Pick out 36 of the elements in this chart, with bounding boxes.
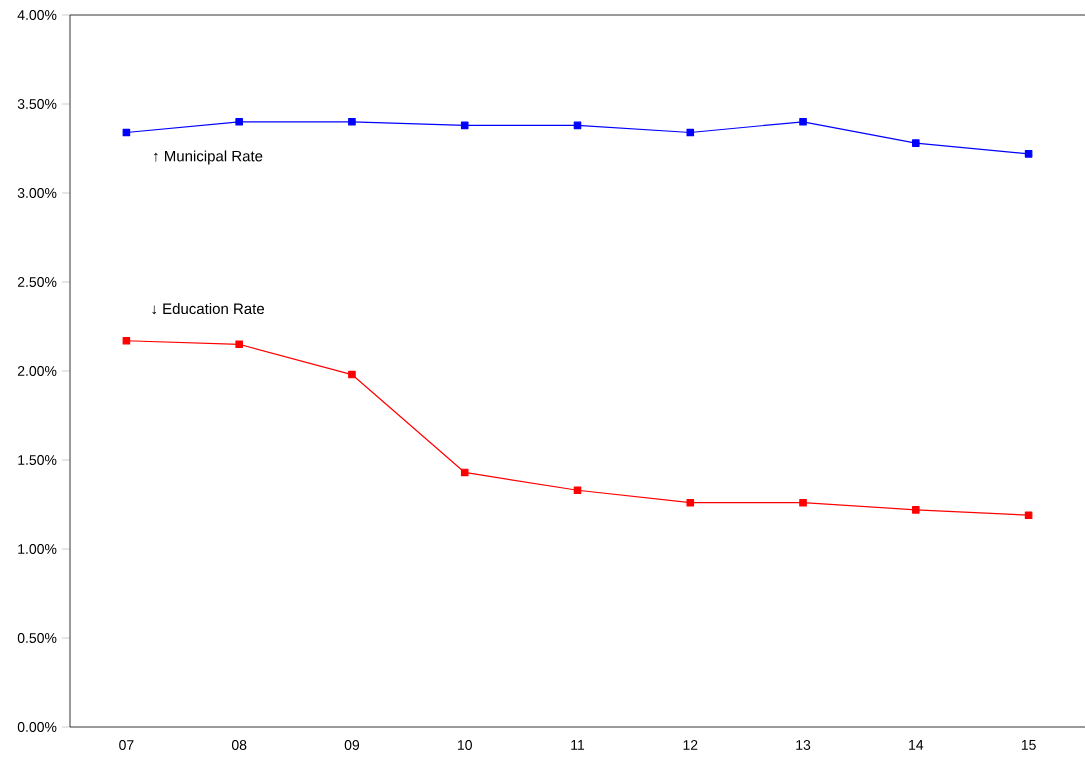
y-tick-label: 2.00% [17,366,57,376]
x-tick-label: 10 [458,740,472,750]
y-tick-label: 0.00% [17,722,57,732]
y-tick-label: 4.00% [17,10,57,20]
point [348,370,356,379]
point [1024,511,1033,519]
x-tick-label: 08 [231,740,247,750]
point [686,128,695,137]
point [686,498,695,507]
y-tick-label: 0.50% [17,633,57,643]
point [122,336,131,345]
point [460,121,469,130]
x-tick-label: 15 [1021,740,1036,750]
x-tick-label: 07 [119,740,134,750]
y-tick-label: 1.00% [18,544,57,554]
point [912,506,920,514]
annotation: ↓ Education Rate [152,303,265,315]
point [235,340,243,349]
x-tick-label: 11 [571,740,585,750]
point [799,498,807,507]
point [460,468,469,477]
x-tick-label: 09 [344,740,360,750]
point [912,139,920,147]
point [573,486,582,495]
x-tick-label: 14 [909,740,924,750]
annotation: ↑ Municipal Rate [154,150,263,165]
point [1024,150,1033,158]
point [799,118,807,126]
point [348,118,356,126]
x-tick-label: 12 [683,740,698,750]
y-tick-label: 2.50% [17,277,57,287]
x-tick-label: 13 [796,740,811,750]
y-tick-label: 3.50% [17,99,57,109]
point [235,118,243,126]
y-tick-label: 1.50% [18,455,57,465]
y-tick-label: 3.00% [17,188,57,198]
